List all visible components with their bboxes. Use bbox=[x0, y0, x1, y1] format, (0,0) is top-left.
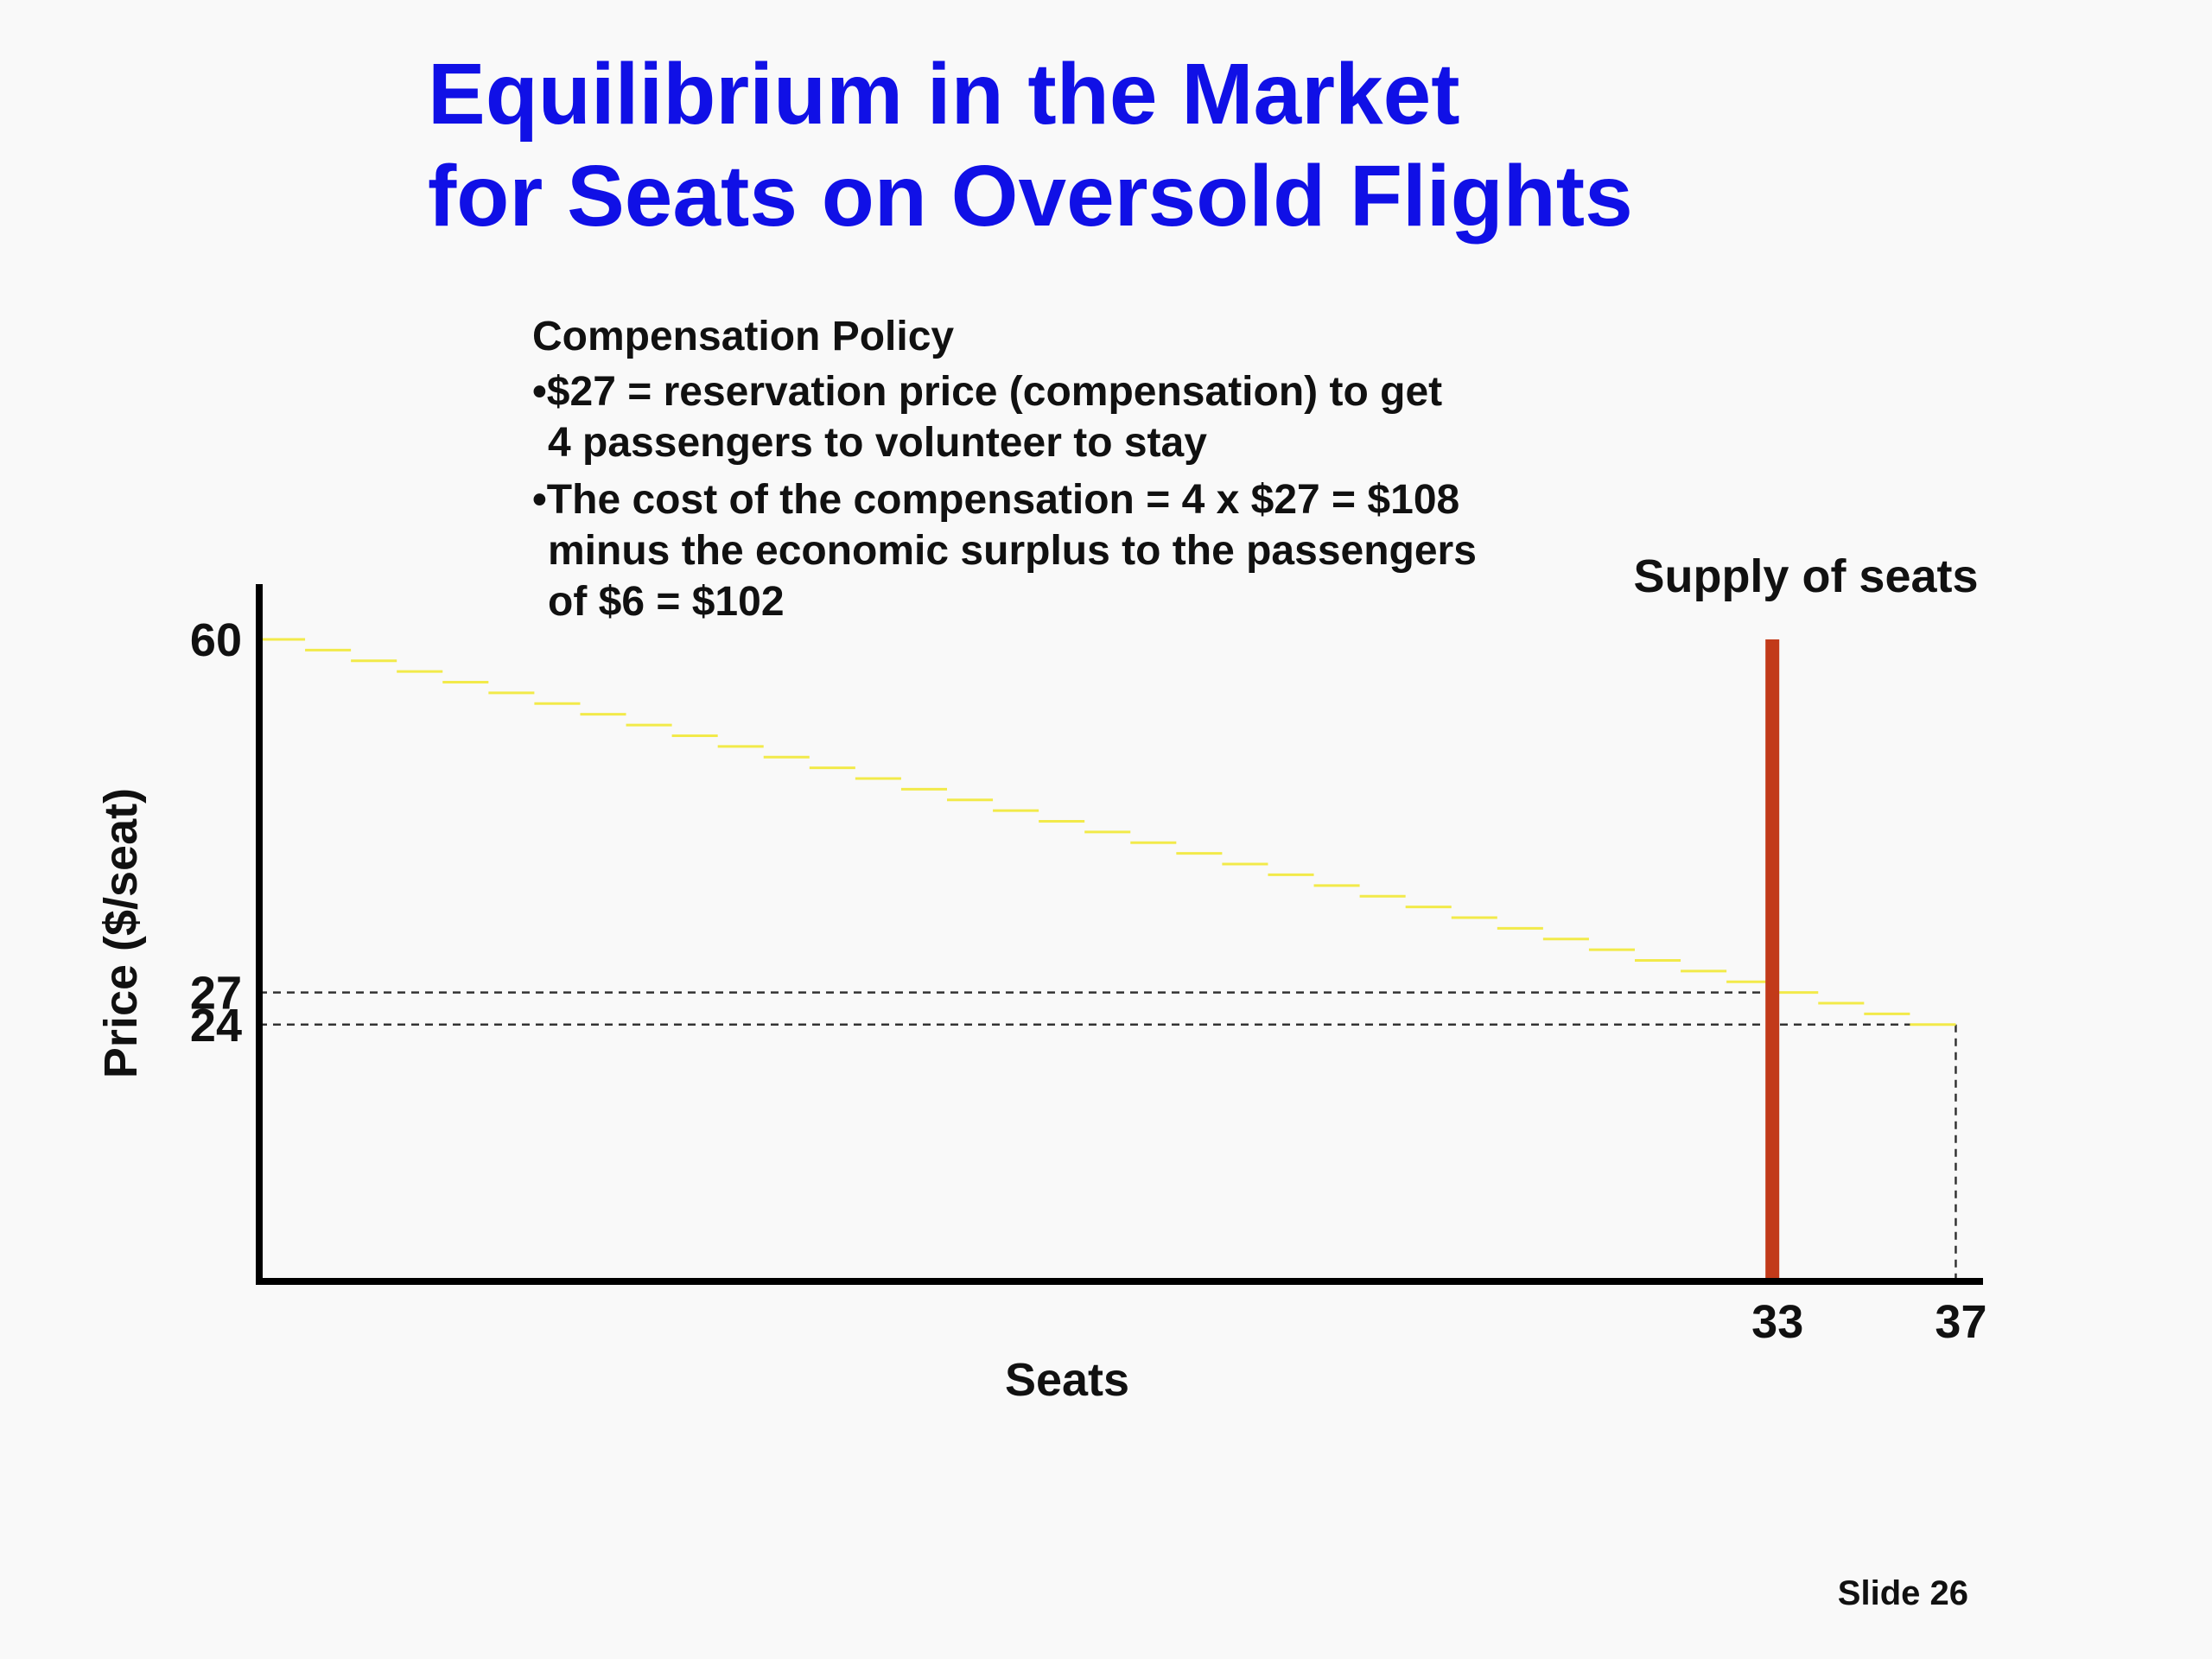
y-tick-label-60: 60 bbox=[190, 614, 242, 666]
y-tick-label-27: 27 bbox=[190, 968, 242, 1020]
y-tick-label-24: 24 bbox=[190, 1000, 242, 1052]
policy-bullet-2-line-3: of $6 = $102 bbox=[548, 579, 785, 625]
policy-bullet-2-line-2: minus the economic surplus to the passen… bbox=[548, 528, 1477, 574]
x-tick-label-33: 33 bbox=[1751, 1296, 1803, 1348]
policy-bullet-2-line-1: •The cost of the compensation = 4 x $27 … bbox=[532, 477, 1460, 523]
x-tick-label-37: 37 bbox=[1935, 1296, 1986, 1348]
policy-heading: Compensation Policy bbox=[532, 314, 955, 359]
slide-number: Slide 26 bbox=[1837, 1574, 1968, 1612]
title-line-1: Equilibrium in the Market bbox=[428, 46, 1460, 143]
compensation-policy-box: Compensation Policy •$27 = reservation p… bbox=[532, 311, 1477, 633]
x-tick-labels: 33 37 bbox=[1751, 1296, 1986, 1348]
supply-line bbox=[1765, 639, 1780, 1281]
slide-title: Equilibrium in the Market for Seats on O… bbox=[428, 43, 1633, 247]
policy-bullet-2: •The cost of the compensation = 4 x $27 … bbox=[532, 474, 1477, 627]
x-axis-label: Seats bbox=[1005, 1354, 1129, 1406]
title-line-2: for Seats on Oversold Flights bbox=[428, 148, 1633, 245]
guide-lines bbox=[259, 991, 1957, 1281]
demand-curve bbox=[259, 638, 1956, 1027]
policy-bullet-1-line-2: 4 passengers to volunteer to stay bbox=[548, 420, 1207, 466]
y-axis-label: Price ($/seat) bbox=[95, 788, 147, 1078]
policy-bullet-1: •$27 = reservation price (compensation) … bbox=[532, 366, 1477, 468]
supply-label: Supply of seats bbox=[1633, 550, 1978, 602]
policy-bullet-1-line-1: •$27 = reservation price (compensation) … bbox=[532, 369, 1443, 415]
